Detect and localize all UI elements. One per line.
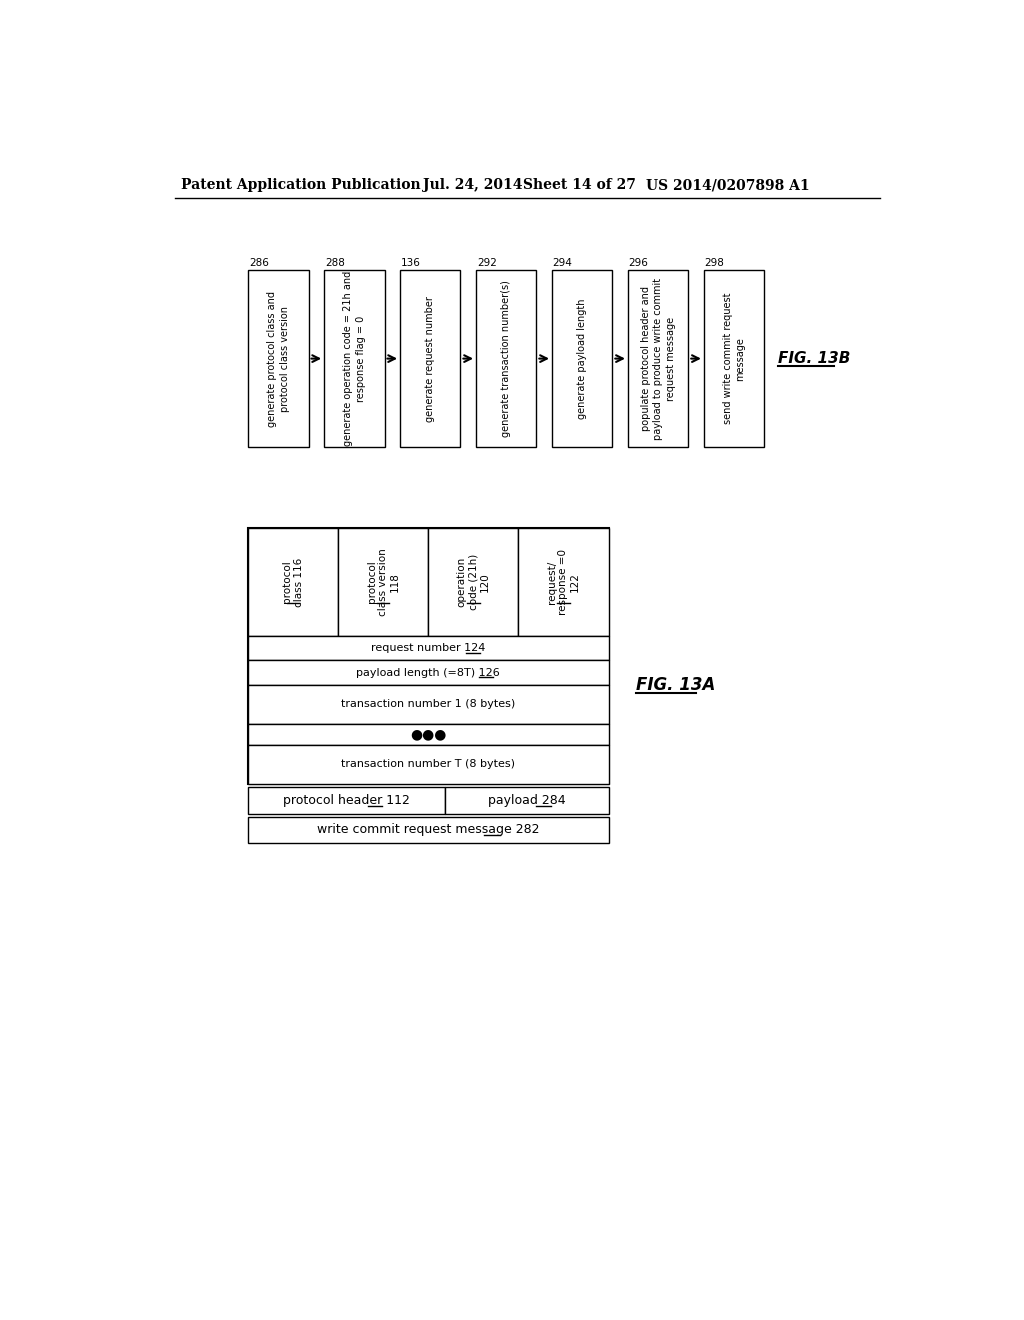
Text: request number 124: request number 124 (371, 643, 485, 653)
Text: Sheet 14 of 27: Sheet 14 of 27 (523, 178, 636, 193)
Text: payload 284: payload 284 (487, 795, 565, 807)
Text: generate operation code = 21h and
response flag = 0: generate operation code = 21h and respon… (343, 271, 366, 446)
Text: populate protocol header and
payload to produce write commit
request message: populate protocol header and payload to … (641, 277, 676, 440)
Bar (248, 528, 338, 636)
Text: generate protocol class and
protocol class version: generate protocol class and protocol cla… (267, 290, 290, 426)
Bar (518, 528, 608, 636)
Text: 294: 294 (553, 257, 572, 268)
Bar (476, 271, 537, 447)
Text: generate transaction number(s): generate transaction number(s) (501, 280, 511, 437)
Bar (703, 271, 764, 447)
Text: write commit request message 282: write commit request message 282 (317, 824, 540, 837)
Bar (248, 744, 608, 784)
Text: US 2014/0207898 A1: US 2014/0207898 A1 (646, 178, 809, 193)
Bar (248, 685, 608, 723)
Text: payload length (=8T) 126: payload length (=8T) 126 (356, 668, 500, 677)
Text: protocol
class 116: protocol class 116 (283, 557, 304, 606)
Text: Jul. 24, 2014: Jul. 24, 2014 (423, 178, 522, 193)
Bar (338, 528, 428, 636)
Bar (444, 787, 608, 814)
Bar (248, 636, 608, 660)
Bar (552, 271, 612, 447)
Text: 296: 296 (629, 257, 648, 268)
Text: operation
code (21h)
120: operation code (21h) 120 (457, 554, 489, 610)
Text: transaction number T (8 bytes): transaction number T (8 bytes) (341, 759, 515, 770)
Text: send write commit request
message: send write commit request message (723, 293, 745, 424)
Bar (628, 271, 688, 447)
Text: request/
response =0
122: request/ response =0 122 (547, 549, 580, 615)
Text: 298: 298 (705, 257, 724, 268)
Text: protocol
class version
118: protocol class version 118 (367, 548, 399, 615)
Bar (248, 787, 444, 814)
Text: generate request number: generate request number (425, 296, 435, 421)
Text: 292: 292 (477, 257, 497, 268)
Text: ●●●: ●●● (411, 727, 446, 742)
Text: FIG. 13B: FIG. 13B (778, 351, 851, 366)
Text: Patent Application Publication: Patent Application Publication (180, 178, 420, 193)
Bar (248, 817, 608, 843)
Text: 286: 286 (249, 257, 268, 268)
Bar (248, 723, 608, 744)
Bar (324, 271, 385, 447)
Bar (400, 271, 461, 447)
Text: 136: 136 (400, 257, 421, 268)
Bar (248, 271, 308, 447)
Text: protocol header 112: protocol header 112 (283, 795, 410, 807)
Text: FIG. 13A: FIG. 13A (636, 676, 715, 694)
Bar (428, 528, 518, 636)
Bar (248, 528, 608, 784)
Bar (248, 660, 608, 685)
Text: 288: 288 (325, 257, 345, 268)
Text: transaction number 1 (8 bytes): transaction number 1 (8 bytes) (341, 700, 515, 709)
Text: generate payload length: generate payload length (578, 298, 587, 418)
